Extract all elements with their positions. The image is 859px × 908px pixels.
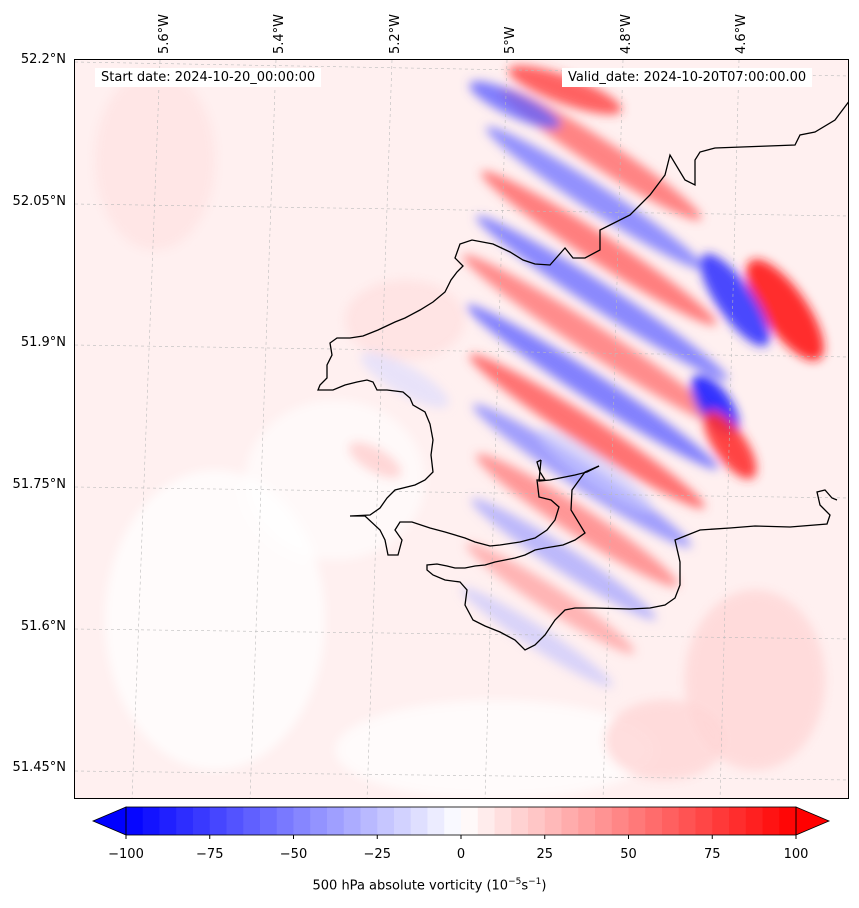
colorbar-label-close: ): [541, 878, 547, 894]
lat-label-51-6n: 51.6°N: [20, 619, 66, 634]
colorbar-cell: [176, 807, 194, 835]
lat-label-52-2n: 52.2°N: [20, 52, 66, 67]
lon-label-5-6w: 5.6°W: [157, 13, 172, 54]
colorbar-cell: [394, 807, 412, 835]
colorbar-tick-label: 75: [704, 847, 721, 860]
colorbar-cell: [645, 807, 663, 835]
colorbar-cell: [193, 807, 211, 835]
colorbar-cell: [360, 807, 378, 835]
colorbar-cell: [695, 807, 713, 835]
colorbar-cell: [578, 807, 596, 835]
colorbar-cell: [461, 807, 479, 835]
colorbar-cell: [126, 807, 144, 835]
start-date-label: Start date: 2024-10-20_00:00:00: [95, 68, 322, 87]
colorbar-cell: [662, 807, 680, 835]
lon-label-5-4w: 5.4°W: [272, 13, 287, 54]
colorbar-cells: [126, 807, 797, 835]
colorbar-title: 500 hPa absolute vorticity (10−5s−1): [0, 877, 859, 893]
lat-label-51-75n: 51.75°N: [12, 477, 66, 492]
colorbar-cell: [276, 807, 294, 835]
vorticity-map: [74, 59, 849, 799]
lon-label-5-2w: 5.2°W: [388, 13, 403, 54]
colorbar-cell: [561, 807, 579, 835]
colorbar-cell: [544, 807, 562, 835]
colorbar-cell: [293, 807, 311, 835]
colorbar-cell: [712, 807, 730, 835]
colorbar-cell: [410, 807, 428, 835]
map-field-svg: [75, 60, 848, 798]
lat-label-51-9n: 51.9°N: [20, 335, 66, 350]
coastline: [317, 101, 848, 651]
colorbar-label-text: 500 hPa absolute vorticity (10: [312, 878, 509, 894]
lon-label-4-6w: 4.6°W: [734, 13, 749, 54]
colorbar-cell: [595, 807, 613, 835]
colorbar-cell: [779, 807, 797, 835]
colorbar-tick-label: −50: [280, 847, 307, 860]
colorbar-cell: [209, 807, 227, 835]
colorbar-cell: [444, 807, 462, 835]
colorbar-cell: [477, 807, 495, 835]
colorbar-extend-max: [795, 806, 831, 836]
colorbar-ticks: −100 −75 −50 −25 0 25 50 75 100: [108, 835, 808, 860]
valid-date-label: Valid_date: 2024-10-20T07:00:00.00: [562, 68, 813, 87]
colorbar-cell: [159, 807, 177, 835]
colorbar-tick-label: 25: [536, 847, 553, 860]
colorbar-tick-label: 100: [784, 847, 809, 860]
colorbar-tick-label: −100: [108, 847, 144, 860]
colorbar-cell: [377, 807, 395, 835]
colorbar-cell: [343, 807, 361, 835]
colorbar-tick-label: 50: [620, 847, 637, 860]
colorbar: −100 −75 −50 −25 0 25 50 75 100: [91, 806, 831, 860]
colorbar-label-exp2: −1: [528, 877, 542, 887]
lat-label-52-05n: 52.05°N: [12, 194, 66, 209]
colorbar-cell: [745, 807, 763, 835]
colorbar-cell: [762, 807, 780, 835]
colorbar-cell: [142, 807, 160, 835]
colorbar-cell: [427, 807, 445, 835]
colorbar-tick-label: −75: [196, 847, 223, 860]
colorbar-cell: [327, 807, 345, 835]
colorbar-cell: [528, 807, 546, 835]
colorbar-cell: [729, 807, 747, 835]
colorbar-cell: [494, 807, 512, 835]
colorbar-cell: [678, 807, 696, 835]
colorbar-extend-min: [91, 806, 127, 836]
colorbar-tick-label: −25: [364, 847, 391, 860]
colorbar-cell: [260, 807, 278, 835]
colorbar-cell: [511, 807, 529, 835]
colorbar-cell: [243, 807, 261, 835]
colorbar-label-unit: s: [521, 878, 529, 894]
lon-label-5w: 5°W: [503, 26, 518, 54]
colorbar-cell: [611, 807, 629, 835]
colorbar-label-exp1: −5: [508, 877, 522, 887]
colorbar-tick-label: 0: [457, 847, 465, 860]
colorbar-cell: [628, 807, 646, 835]
colorbar-cell: [226, 807, 244, 835]
lon-label-4-8w: 4.8°W: [619, 13, 634, 54]
colorbar-cell: [310, 807, 328, 835]
lat-label-51-45n: 51.45°N: [12, 760, 66, 775]
